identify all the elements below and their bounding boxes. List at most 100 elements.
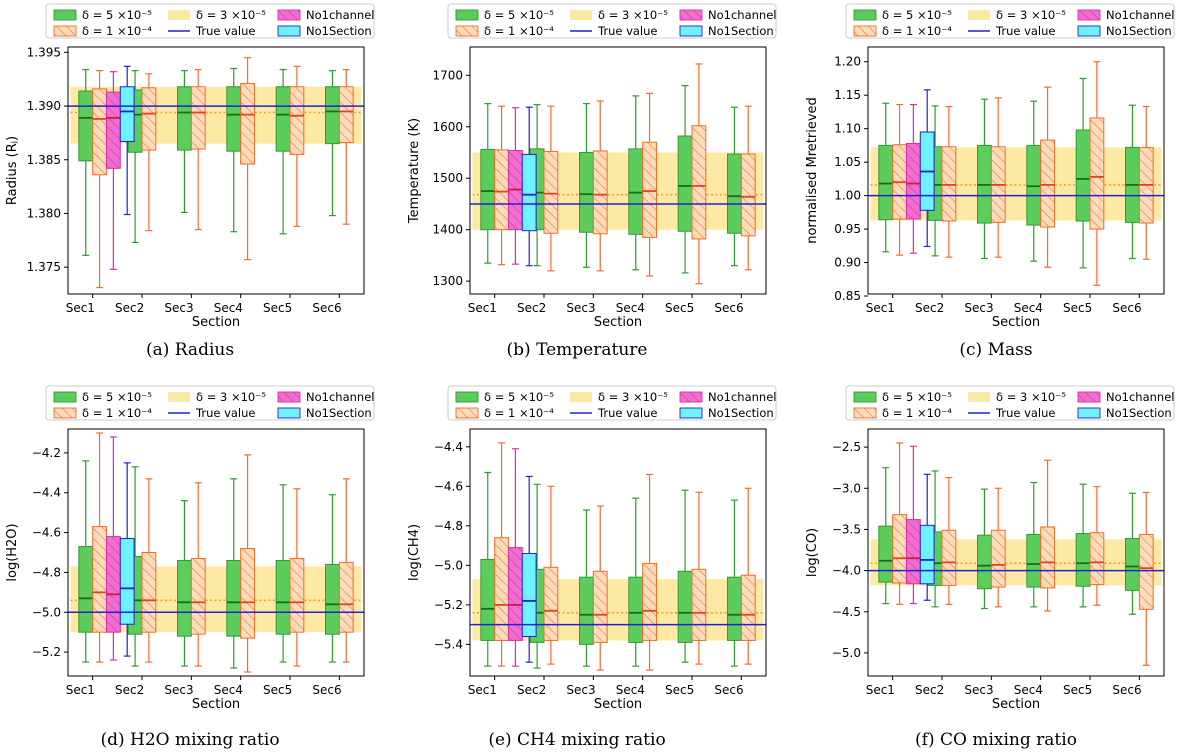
x-tick-label: Sec3 <box>164 683 193 697</box>
box-iqr <box>905 142 921 220</box>
orange-box-sec3 <box>990 487 1006 608</box>
x-tick-label: Sec5 <box>665 301 694 315</box>
box-iqr <box>1040 526 1055 589</box>
box-iqr <box>289 86 305 155</box>
axes-frame <box>67 428 365 677</box>
legend-label-no1sec: No1Section <box>306 24 372 38</box>
magenta-box-sec1 <box>507 107 523 265</box>
green-box-sec6 <box>727 106 742 267</box>
box-iqr <box>480 148 496 231</box>
legend-swatch-yellow <box>968 10 990 20</box>
axes-frame <box>469 428 767 677</box>
legend-swatch-yellow <box>168 10 190 20</box>
y-tick-label: 1.375 <box>27 260 61 274</box>
x-tick-label: Sec2 <box>915 301 944 315</box>
box-iqr <box>521 552 537 637</box>
legend: δ = 5 ×10⁻⁵ δ = 3 ×10⁻⁵ No1channel δ = 1 ×1… <box>45 385 375 421</box>
box-iqr <box>480 558 496 641</box>
orange-box-sec4 <box>642 473 657 671</box>
x-tick-label: Sec5 <box>1063 301 1092 315</box>
y-tick-label: −4.6 <box>434 479 463 493</box>
legend-label-d3: δ = 3 ×10⁻⁵ <box>598 390 668 404</box>
cyan-box-sec1 <box>521 106 537 267</box>
orange-box-sec2 <box>543 485 559 665</box>
cyan-box-sec1 <box>119 65 135 216</box>
orange-box-sec2 <box>941 105 957 258</box>
legend-swatch-orange <box>455 407 479 419</box>
legend-swatch-orange <box>455 25 479 37</box>
x-tick-label: Sec4 <box>616 683 645 697</box>
x-tick-label: Sec5 <box>665 683 694 697</box>
y-tick-label: 1300 <box>432 274 463 288</box>
chart-panel-6: −5.0 −4.5 −4.0 −3.5 −3.0 −2.5 Sec1 Sec2 Sec3 Sec4… <box>805 385 1175 750</box>
y-tick-label: 0.95 <box>834 222 861 236</box>
chart-panel-5: −5.4 −5.2 −5.0 −4.8 −4.6 −4.4 Sec1 Sec2 Sec3 Sec4… <box>407 385 777 750</box>
legend-swatch-orange <box>853 25 877 37</box>
box-iqr <box>226 86 242 152</box>
legend-swatch-orange <box>53 25 77 37</box>
box-iqr <box>92 526 107 633</box>
panel-caption: (d) H2O mixing ratio <box>100 730 279 750</box>
legend-label-no1ch: No1channel <box>306 390 374 404</box>
orange-box-sec3 <box>990 97 1006 258</box>
legend-label-d1: δ = 1 ×10⁻⁴ <box>882 406 952 420</box>
x-tick-label: Sec6 <box>714 301 743 315</box>
box-iqr <box>119 86 135 143</box>
x-tick-label: Sec1 <box>866 683 895 697</box>
box-iqr <box>740 574 756 641</box>
green-box-sec6 <box>325 70 340 217</box>
orange-box-sec4 <box>1040 86 1055 268</box>
green-box-sec6 <box>1125 104 1140 260</box>
green-box-sec6 <box>1125 492 1140 615</box>
green-box-sec1 <box>78 68 94 256</box>
box-iqr <box>275 86 291 152</box>
legend-swatch-cyan <box>1077 407 1101 419</box>
legend-swatch-magenta <box>1077 391 1101 403</box>
y-axis-label: log(CO) <box>805 528 820 577</box>
x-tick-label: Sec2 <box>115 301 144 315</box>
legend-label-d5: δ = 5 ×10⁻⁵ <box>82 8 152 22</box>
orange-box-sec2 <box>141 73 157 232</box>
box-iqr <box>78 546 94 633</box>
x-tick-label: Sec4 <box>1014 301 1043 315</box>
box-iqr <box>1075 533 1091 587</box>
orange-box-sec5 <box>691 491 707 665</box>
box-iqr <box>977 534 992 590</box>
legend-swatch-cyan <box>679 25 703 37</box>
orange-box-sec6 <box>1138 491 1154 666</box>
box-iqr <box>226 559 242 637</box>
orange-box-sec1 <box>892 442 907 605</box>
x-tick-label: Sec5 <box>263 301 292 315</box>
legend: δ = 5 ×10⁻⁵ δ = 3 ×10⁻⁵ No1channel δ = 1 ×1… <box>447 385 777 421</box>
x-tick-label: Sec5 <box>1063 683 1092 697</box>
y-tick-label: 1.385 <box>27 153 61 167</box>
legend-swatch-green <box>455 9 479 21</box>
orange-box-sec1 <box>892 103 907 256</box>
green-box-sec4 <box>226 478 242 669</box>
green-box-sec3 <box>579 103 594 268</box>
box-iqr <box>240 548 255 639</box>
y-tick-label: −2.5 <box>832 440 861 454</box>
green-box-sec5 <box>275 68 291 235</box>
green-box-sec3 <box>977 98 992 260</box>
legend-label-d3: δ = 3 ×10⁻⁵ <box>196 8 266 22</box>
x-tick-label: Sec2 <box>517 683 546 697</box>
chart-panel-3: 0.85 0.90 0.95 1.00 1.05 1.10 1.15 1.20 Sec1 Sec2… <box>805 3 1175 360</box>
y-tick-label: 1700 <box>432 68 463 82</box>
orange-box-sec1 <box>92 70 107 289</box>
box-iqr <box>119 538 135 625</box>
y-tick-label: −3.0 <box>832 481 861 495</box>
y-tick-label: 1.05 <box>834 155 861 169</box>
box-iqr <box>141 552 157 633</box>
box-iqr <box>141 87 157 151</box>
orange-box-sec6 <box>338 478 354 663</box>
box-iqr <box>1125 538 1140 591</box>
x-tick-label: Sec3 <box>964 683 993 697</box>
orange-box-sec5 <box>691 63 707 285</box>
x-tick-label: Sec2 <box>915 683 944 697</box>
y-tick-label: −4.4 <box>434 440 463 454</box>
y-tick-label: 1.390 <box>27 99 61 113</box>
cyan-box-sec1 <box>119 462 135 657</box>
box-iqr <box>677 570 693 643</box>
